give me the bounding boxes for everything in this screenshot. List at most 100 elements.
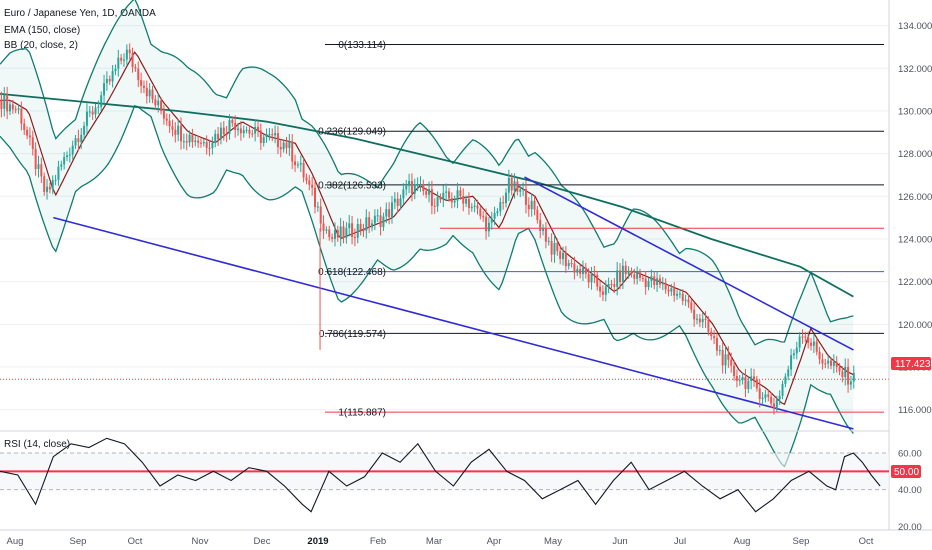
candle-body — [542, 228, 545, 232]
time-axis[interactable]: Aug Sep Oct Nov Dec 2019 Feb Mar Apr May Jun Jul Aug… — [7, 536, 874, 547]
candle-body — [393, 198, 396, 203]
candle-body — [576, 268, 579, 273]
candle-body — [621, 265, 624, 282]
time-tick-label: Aug — [7, 536, 24, 547]
candle-body — [750, 376, 753, 381]
candle-body — [664, 282, 667, 290]
rsi-axis[interactable]: 60.00 40.00 20.00 — [898, 449, 922, 533]
candle-body — [818, 351, 821, 360]
candle-body — [761, 397, 764, 400]
candle-body — [308, 180, 311, 185]
candle-body — [436, 196, 439, 207]
candle-body — [838, 367, 841, 372]
candle-body — [316, 206, 319, 208]
candle-body — [687, 299, 690, 303]
candle-body — [237, 128, 240, 131]
candle-body — [43, 176, 46, 192]
candle-body — [630, 270, 633, 275]
candle-body — [636, 272, 639, 279]
candle-body — [590, 274, 593, 283]
price-tick-label: 122.000 — [898, 277, 932, 288]
candle-body — [795, 347, 798, 354]
fib-level-label: 0(133.114) — [338, 40, 386, 51]
candle-body — [852, 372, 855, 382]
candle-body — [804, 336, 807, 338]
candle-body — [738, 380, 741, 382]
time-tick-label: Oct — [128, 536, 143, 547]
candle-body — [311, 184, 314, 188]
candle-body — [185, 141, 188, 143]
candle-body — [410, 180, 413, 194]
candle-body — [177, 125, 180, 135]
candle-body — [741, 377, 744, 381]
bb-basis — [0, 51, 854, 406]
candle-body — [385, 209, 388, 217]
candle-body — [496, 211, 499, 214]
candle-body — [467, 198, 470, 209]
candle-body — [684, 299, 687, 301]
candle-body — [445, 191, 448, 193]
candle-body — [351, 223, 354, 238]
candle-body — [74, 138, 77, 146]
candle-body — [171, 126, 174, 130]
price-tick-label: 120.000 — [898, 320, 932, 331]
symbol-title: Euro / Japanese Yen, 1D, OANDA — [4, 8, 156, 19]
candle-body — [442, 192, 445, 200]
candle-body — [37, 164, 40, 170]
candle-body — [627, 270, 630, 275]
candle-body — [730, 359, 733, 366]
candle-body — [527, 204, 530, 210]
candle-body — [490, 218, 493, 223]
time-tick-label: Feb — [370, 536, 386, 547]
candle-body — [48, 186, 51, 190]
candle-body — [174, 129, 177, 135]
time-tick-label: Jul — [674, 536, 686, 547]
candle-body — [296, 164, 299, 166]
time-tick-label: Sep — [793, 536, 810, 547]
candle-body — [701, 318, 704, 323]
candle-body — [225, 134, 228, 136]
candle-body — [658, 278, 661, 285]
fib-level-label: 0.382(126.533) — [318, 180, 386, 191]
candle-body — [285, 142, 288, 149]
candle-body — [208, 147, 211, 149]
candle-body — [465, 198, 468, 204]
candle-body — [596, 275, 599, 287]
price-tick-label: 124.000 — [898, 234, 932, 245]
candle-body — [211, 143, 214, 149]
candle-body — [182, 141, 185, 143]
candle-body — [160, 100, 163, 111]
candle-body — [305, 177, 308, 181]
candle-body — [544, 228, 547, 242]
candle-body — [573, 263, 576, 273]
candle-body — [271, 134, 274, 136]
candle-body — [522, 189, 525, 191]
candle-body — [362, 230, 365, 232]
candle-body — [781, 384, 784, 396]
candle-body — [142, 85, 145, 88]
price-tick-label: 116.000 — [898, 405, 932, 416]
candle-body — [690, 302, 693, 310]
candle-body — [724, 354, 727, 366]
candle-body — [151, 89, 154, 100]
rsi-legend: RSI (14, close) — [4, 439, 70, 450]
candle-body — [382, 216, 385, 228]
candle-body — [0, 100, 3, 109]
candle-body — [641, 277, 644, 279]
bb-lower-band — [0, 105, 854, 468]
candle-body — [633, 274, 636, 279]
candle-body — [34, 148, 37, 170]
candle-body — [191, 134, 194, 142]
candle-body — [676, 293, 679, 296]
fib-retracement: 0(133.114) 0.236(129.049) 0.382(126.533) 0.… — [0, 40, 889, 419]
candle-body — [23, 123, 26, 130]
candlesticks — [0, 43, 855, 415]
candle-body — [91, 111, 94, 115]
candle-body — [408, 180, 411, 186]
candle-body — [322, 223, 325, 231]
candle-body — [439, 196, 442, 200]
candle-body — [428, 189, 431, 195]
candle-body — [758, 388, 761, 400]
candle-body — [764, 394, 767, 398]
